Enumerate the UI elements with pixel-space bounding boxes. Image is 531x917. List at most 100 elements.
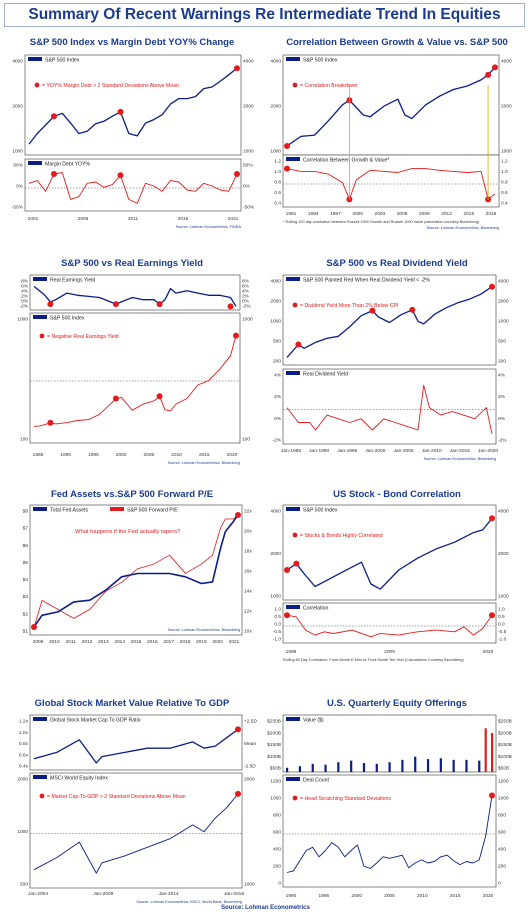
annotation-global-gdp: = Market Cap-To-GDP > 2 Standard Deviati… <box>47 794 186 800</box>
legend-bottom-real-dividend-swatch <box>286 371 300 375</box>
marker-top-margin-debt <box>117 108 124 115</box>
annotation-growth-value-dot <box>292 82 298 88</box>
xtick-real-dividend: Jan-1995 <box>337 448 357 454</box>
legend-bottom-real-earnings: S&P 500 Index <box>50 316 85 322</box>
ytick-top-margin-debt-left: 4000 <box>12 59 23 65</box>
xtick-growth-value: 1991 <box>286 211 297 217</box>
ytick-bottom-real-dividend-right: -2% <box>498 438 507 444</box>
bar-equity-offerings <box>452 759 455 772</box>
series-bottom-equity-offerings <box>286 795 493 873</box>
ytick-bottom-equity-offerings-left: 400 <box>273 847 281 853</box>
ytick-forward-pe-right: 16x <box>244 569 252 575</box>
marker-top-stock-bond <box>489 515 495 522</box>
legend-forward-pe-swatch <box>110 507 124 511</box>
bar-equity-offerings <box>286 767 289 772</box>
ytick-top-real-earnings-left: 6% <box>21 284 29 290</box>
xtick-fed-assets: 2020 <box>212 639 223 645</box>
ytick-bottom-global-gdp-right: 2000 <box>244 777 255 783</box>
ytick-top-stock-bond-left: 4000 <box>270 509 281 515</box>
ytick-bottom-equity-offerings-right: 0 <box>498 881 501 887</box>
legend-top-equity-offerings: Value ($) <box>303 718 324 724</box>
ytick-bottom-real-earnings-left: 1000 <box>17 317 28 323</box>
marker-bottom-stock-bond <box>489 612 495 619</box>
bar-equity-offerings <box>439 758 442 772</box>
series-bottom-real-dividend <box>286 384 493 434</box>
ytick-forward-pe-right: 22x <box>244 509 252 515</box>
ytick-top-margin-debt-left: 2000 <box>12 104 23 110</box>
ytick-bottom-margin-debt-left: 50% <box>13 163 23 169</box>
ytick-top-global-gdp-left: 0.6x <box>19 752 29 758</box>
xtick-margin-debt: 2001 <box>28 216 39 222</box>
series-top-real-dividend <box>286 286 493 358</box>
ytick-forward-pe-right: 14x <box>244 589 252 595</box>
panel-top-margin-debt <box>24 54 242 156</box>
xtick-fed-assets: 2010 <box>49 639 60 645</box>
ytick-top-real-dividend-left: 500 <box>273 339 281 345</box>
ytick-top-real-earnings-right: -2% <box>242 304 251 310</box>
ytick-top-real-earnings-right: 8% <box>242 279 250 285</box>
ytick-forward-pe-right: 18x <box>244 549 252 555</box>
ytick-top-growth-value-left: 4000 <box>270 59 281 65</box>
ytick-fed-assets-left: $2 <box>23 611 29 617</box>
ytick-top-equity-offerings-left: $200B <box>267 730 281 736</box>
ytick-bottom-stock-bond-right: 1.0 <box>498 607 505 613</box>
series-top-real-earnings <box>33 285 237 307</box>
ytick-bottom-real-earnings-right: 100 <box>242 437 250 443</box>
marker-top-real-earnings <box>156 301 163 308</box>
ytick-top-stock-bond-right: 4000 <box>498 509 509 515</box>
ytick-bottom-growth-value-left: 0.6 <box>274 190 281 196</box>
panel-top-real-earnings <box>29 274 241 311</box>
xtick-growth-value: 1997 <box>330 211 341 217</box>
series-top-stock-bond <box>286 517 493 590</box>
xtick-real-earnings: 2000 <box>116 452 127 458</box>
annotation-margin-debt: = YOY% Margin Debt > 2 Standard Deviatio… <box>42 83 179 89</box>
annotation-real-dividend-dot <box>292 302 298 308</box>
ytick-top-equity-offerings-right: $200B <box>498 730 512 736</box>
marker-bottom-real-earnings <box>156 393 163 400</box>
marker-fed-assets-end <box>235 512 241 519</box>
ytick-top-real-dividend-right: 4000 <box>498 279 509 285</box>
bar-equity-offerings <box>375 763 378 772</box>
xtick-equity-offerings: 2000 <box>351 893 362 899</box>
ytick-bottom-growth-value-right: 0.4 <box>501 201 508 207</box>
ytick-top-margin-debt-right: 2000 <box>243 104 254 110</box>
annotation-real-earnings-dot <box>39 333 45 339</box>
xtick-stock-bond: 2009 <box>384 649 395 655</box>
annotation-fed-assets: What happens if the Fed actually tapers? <box>75 529 181 535</box>
bar-equity-offerings <box>337 762 340 772</box>
legend-top-real-dividend: S&P 500 Painted Red When Real Dividend Y… <box>303 278 430 284</box>
ytick-bottom-growth-value-right: 0.6 <box>501 190 508 196</box>
marker-top-growth-value <box>485 71 492 78</box>
ytick-bottom-equity-offerings-right: 600 <box>498 830 506 836</box>
chart-title-fed-assets: Fed Assets vs.S&P 500 Forward P/E <box>51 489 213 500</box>
ytick-bottom-stock-bond-right: -1.0 <box>498 637 507 643</box>
ytick-bottom-margin-debt-left: -50% <box>12 205 24 211</box>
ytick-top-real-dividend-right: 2000 <box>498 299 509 305</box>
bar-equity-offerings <box>465 759 468 772</box>
bar-equity-offerings <box>478 760 481 772</box>
ytick-bottom-margin-debt-right: 50% <box>243 163 253 169</box>
xtick-real-dividend: Jan-2010 <box>422 448 442 454</box>
xtick-growth-value: 2000 <box>352 211 363 217</box>
xtick-margin-debt: 2011 <box>128 216 139 222</box>
xtick-margin-debt: 2016 <box>178 216 189 222</box>
bar-equity-offerings <box>362 763 366 772</box>
xtick-fed-assets: 2015 <box>131 639 142 645</box>
xtick-global-gdp: Jan-2014 <box>159 891 179 897</box>
ytick-bottom-stock-bond-left: -1.0 <box>273 637 282 643</box>
ytick-top-real-earnings-left: 4% <box>21 289 29 295</box>
ytick-bottom-stock-bond-right: -0.5 <box>498 629 507 635</box>
marker-top-real-dividend <box>295 341 302 348</box>
ytick-top-real-earnings-right: 0% <box>242 299 250 305</box>
legend-top-real-dividend-swatch <box>286 277 300 281</box>
source-growth-value: Source: Lohman Econometrics, Bloomberg <box>427 226 499 230</box>
chart-title-growth-value: Correlation Between Growth & Value vs. S… <box>286 37 508 48</box>
chart-title-margin-debt: S&P 500 Index vs Margin Debt YOY% Change <box>30 37 235 48</box>
ytick-bottom-growth-value-left: 0.8 <box>274 180 281 186</box>
ytick-top-global-gdp-right: Mean <box>244 741 256 747</box>
ytick-top-equity-offerings-right: $100B <box>498 754 512 760</box>
xtick-global-gdp: Jan-2009 <box>93 891 113 897</box>
annotation-margin-debt-dot <box>34 82 40 88</box>
annotation-stock-bond: = Stocks & Bonds Highly Correlated <box>300 533 383 539</box>
ytick-top-real-earnings-right: 6% <box>242 284 250 290</box>
